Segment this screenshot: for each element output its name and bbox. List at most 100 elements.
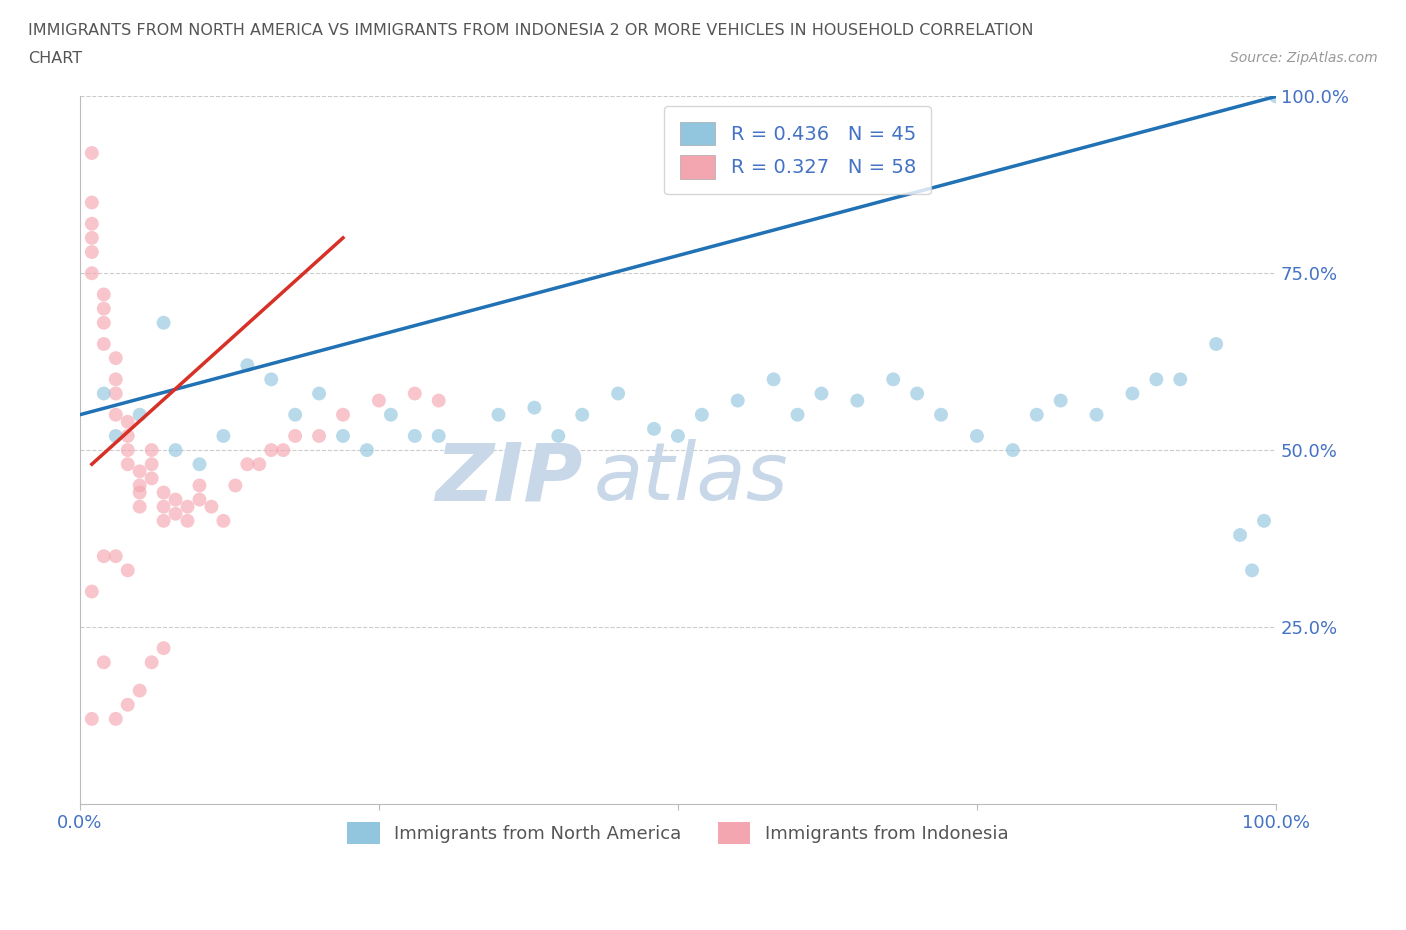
Point [104,372,127,387]
Point [165,443,187,458]
Text: IMMIGRANTS FROM NORTH AMERICA VS IMMIGRANTS FROM INDONESIA 2 OR MORE VEHICLES IN: IMMIGRANTS FROM NORTH AMERICA VS IMMIGRA… [28,23,1033,38]
Point [93,337,115,352]
Text: ZIP: ZIP [434,439,582,517]
Point [152,641,174,656]
Point [117,698,139,712]
Point [80,245,103,259]
Point [93,386,115,401]
Point [1265,89,1288,104]
Point [80,711,103,726]
Point [236,358,259,373]
Point [176,513,198,528]
Point [128,485,150,500]
Point [966,429,988,444]
Point [93,549,115,564]
Point [188,457,211,472]
Point [690,407,713,422]
Point [141,471,163,485]
Point [1001,443,1024,458]
Point [93,655,115,670]
Point [380,407,402,422]
Point [93,315,115,330]
Point [367,393,389,408]
Point [308,386,330,401]
Point [212,513,235,528]
Point [104,351,127,365]
Point [128,499,150,514]
Point [332,407,354,422]
Point [488,407,510,422]
Point [212,429,235,444]
Point [104,549,127,564]
Point [404,386,426,401]
Point [80,266,103,281]
Point [80,195,103,210]
Point [80,146,103,161]
Point [117,415,139,430]
Point [1168,372,1191,387]
Point [128,478,150,493]
Point [571,407,593,422]
Point [547,429,569,444]
Point [128,464,150,479]
Point [128,407,150,422]
Point [200,499,222,514]
Point [882,372,904,387]
Point [152,485,174,500]
Text: Source: ZipAtlas.com: Source: ZipAtlas.com [1230,51,1378,65]
Point [810,386,832,401]
Point [224,478,246,493]
Point [104,711,127,726]
Point [260,443,283,458]
Point [762,372,785,387]
Point [1253,513,1275,528]
Point [427,393,450,408]
Point [1121,386,1143,401]
Point [905,386,928,401]
Point [93,301,115,316]
Point [176,499,198,514]
Point [786,407,808,422]
Point [332,429,354,444]
Point [93,287,115,302]
Point [236,457,259,472]
Point [1085,407,1108,422]
Point [141,443,163,458]
Point [80,217,103,232]
Point [152,315,174,330]
Text: CHART: CHART [28,51,82,66]
Point [104,407,127,422]
Point [404,429,426,444]
Point [260,372,283,387]
Point [1144,372,1167,387]
Point [247,457,270,472]
Point [666,429,689,444]
Point [117,443,139,458]
Point [643,421,665,436]
Point [80,584,103,599]
Point [1229,527,1251,542]
Point [727,393,749,408]
Point [427,429,450,444]
Point [356,443,378,458]
Point [929,407,952,422]
Point [308,429,330,444]
Point [117,429,139,444]
Point [1025,407,1047,422]
Point [117,563,139,578]
Point [104,429,127,444]
Legend: Immigrants from North America, Immigrants from Indonesia: Immigrants from North America, Immigrant… [333,807,1022,858]
Point [188,492,211,507]
Point [165,492,187,507]
Point [284,407,307,422]
Point [80,231,103,246]
Point [1205,337,1227,352]
Point [141,457,163,472]
Point [523,400,546,415]
Point [846,393,869,408]
Point [152,513,174,528]
Point [1049,393,1071,408]
Point [152,499,174,514]
Point [607,386,630,401]
Point [141,655,163,670]
